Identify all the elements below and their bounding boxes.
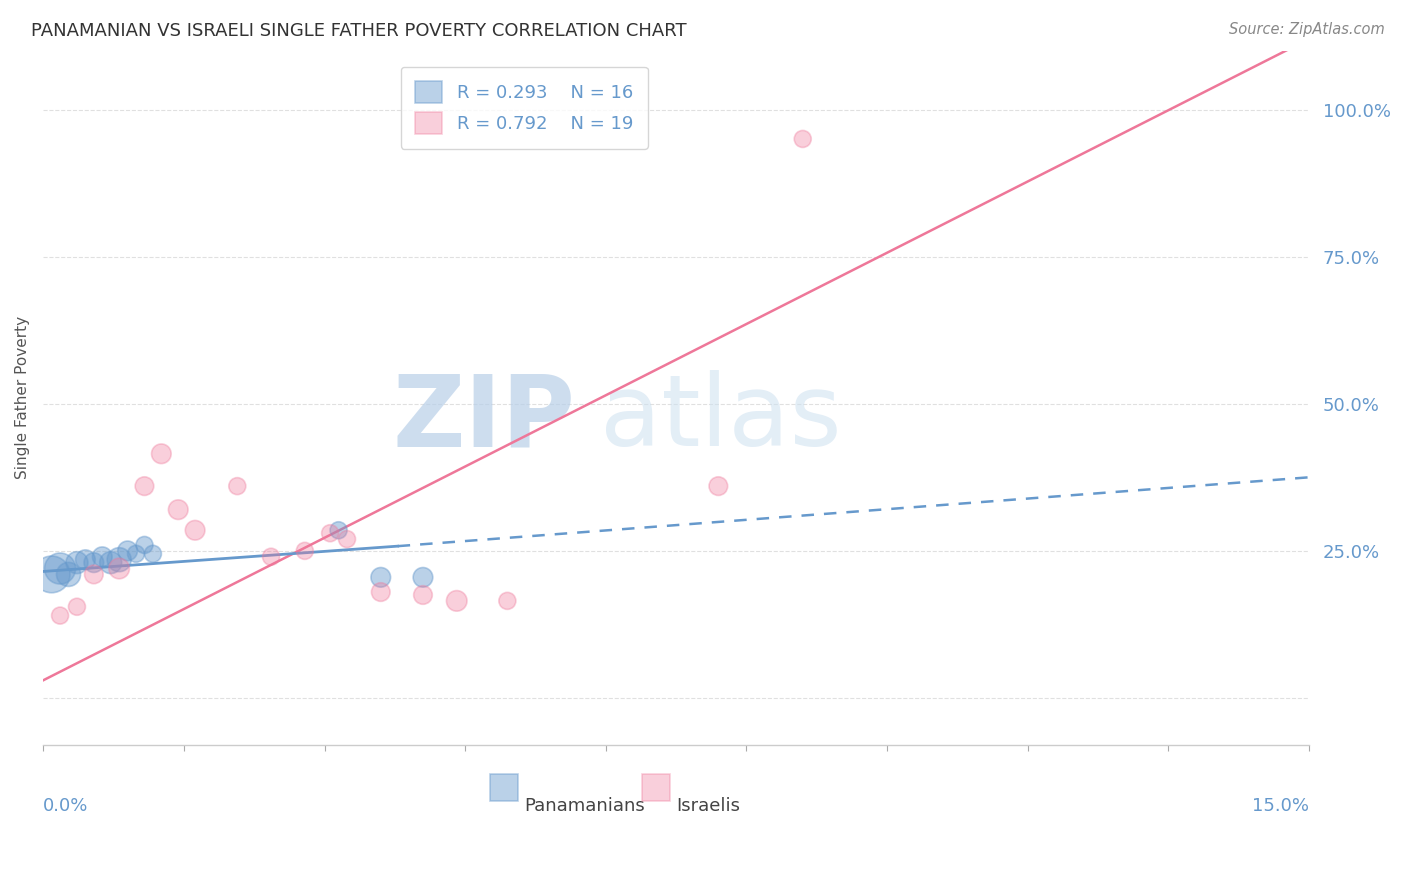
- Point: [446, 594, 468, 608]
- Point: [66, 556, 89, 570]
- Text: Panamanians: Panamanians: [524, 797, 645, 815]
- Point: [167, 502, 190, 516]
- Y-axis label: Single Father Poverty: Single Father Poverty: [15, 317, 30, 479]
- Point: [91, 549, 114, 564]
- Point: [226, 479, 249, 493]
- Point: [49, 608, 72, 623]
- Point: [370, 585, 392, 599]
- Point: [117, 544, 139, 558]
- Point: [792, 132, 814, 146]
- Text: ZIP: ZIP: [392, 370, 575, 467]
- Text: Israelis: Israelis: [676, 797, 740, 815]
- Point: [66, 599, 89, 614]
- Point: [108, 552, 131, 566]
- Text: 0.0%: 0.0%: [44, 797, 89, 815]
- FancyBboxPatch shape: [643, 774, 669, 801]
- Point: [412, 588, 434, 602]
- Text: PANAMANIAN VS ISRAELI SINGLE FATHER POVERTY CORRELATION CHART: PANAMANIAN VS ISRAELI SINGLE FATHER POVE…: [31, 22, 686, 40]
- Point: [75, 552, 97, 566]
- Point: [58, 567, 80, 582]
- Point: [707, 479, 730, 493]
- Point: [412, 570, 434, 584]
- Point: [150, 447, 173, 461]
- Point: [496, 594, 519, 608]
- Point: [328, 523, 350, 537]
- Point: [319, 526, 342, 541]
- Point: [260, 549, 283, 564]
- Point: [184, 523, 207, 537]
- Point: [125, 547, 148, 561]
- FancyBboxPatch shape: [491, 774, 517, 801]
- Point: [108, 561, 131, 575]
- Text: Source: ZipAtlas.com: Source: ZipAtlas.com: [1229, 22, 1385, 37]
- Text: atlas: atlas: [600, 370, 842, 467]
- Point: [142, 547, 165, 561]
- Text: 15.0%: 15.0%: [1253, 797, 1309, 815]
- Point: [134, 479, 156, 493]
- Point: [134, 538, 156, 552]
- Point: [336, 532, 359, 546]
- Legend: R = 0.293    N = 16, R = 0.792    N = 19: R = 0.293 N = 16, R = 0.792 N = 19: [401, 67, 648, 149]
- Point: [294, 544, 316, 558]
- Point: [100, 556, 122, 570]
- Point: [49, 561, 72, 575]
- Point: [41, 567, 63, 582]
- Point: [83, 556, 105, 570]
- Point: [370, 570, 392, 584]
- Point: [83, 567, 105, 582]
